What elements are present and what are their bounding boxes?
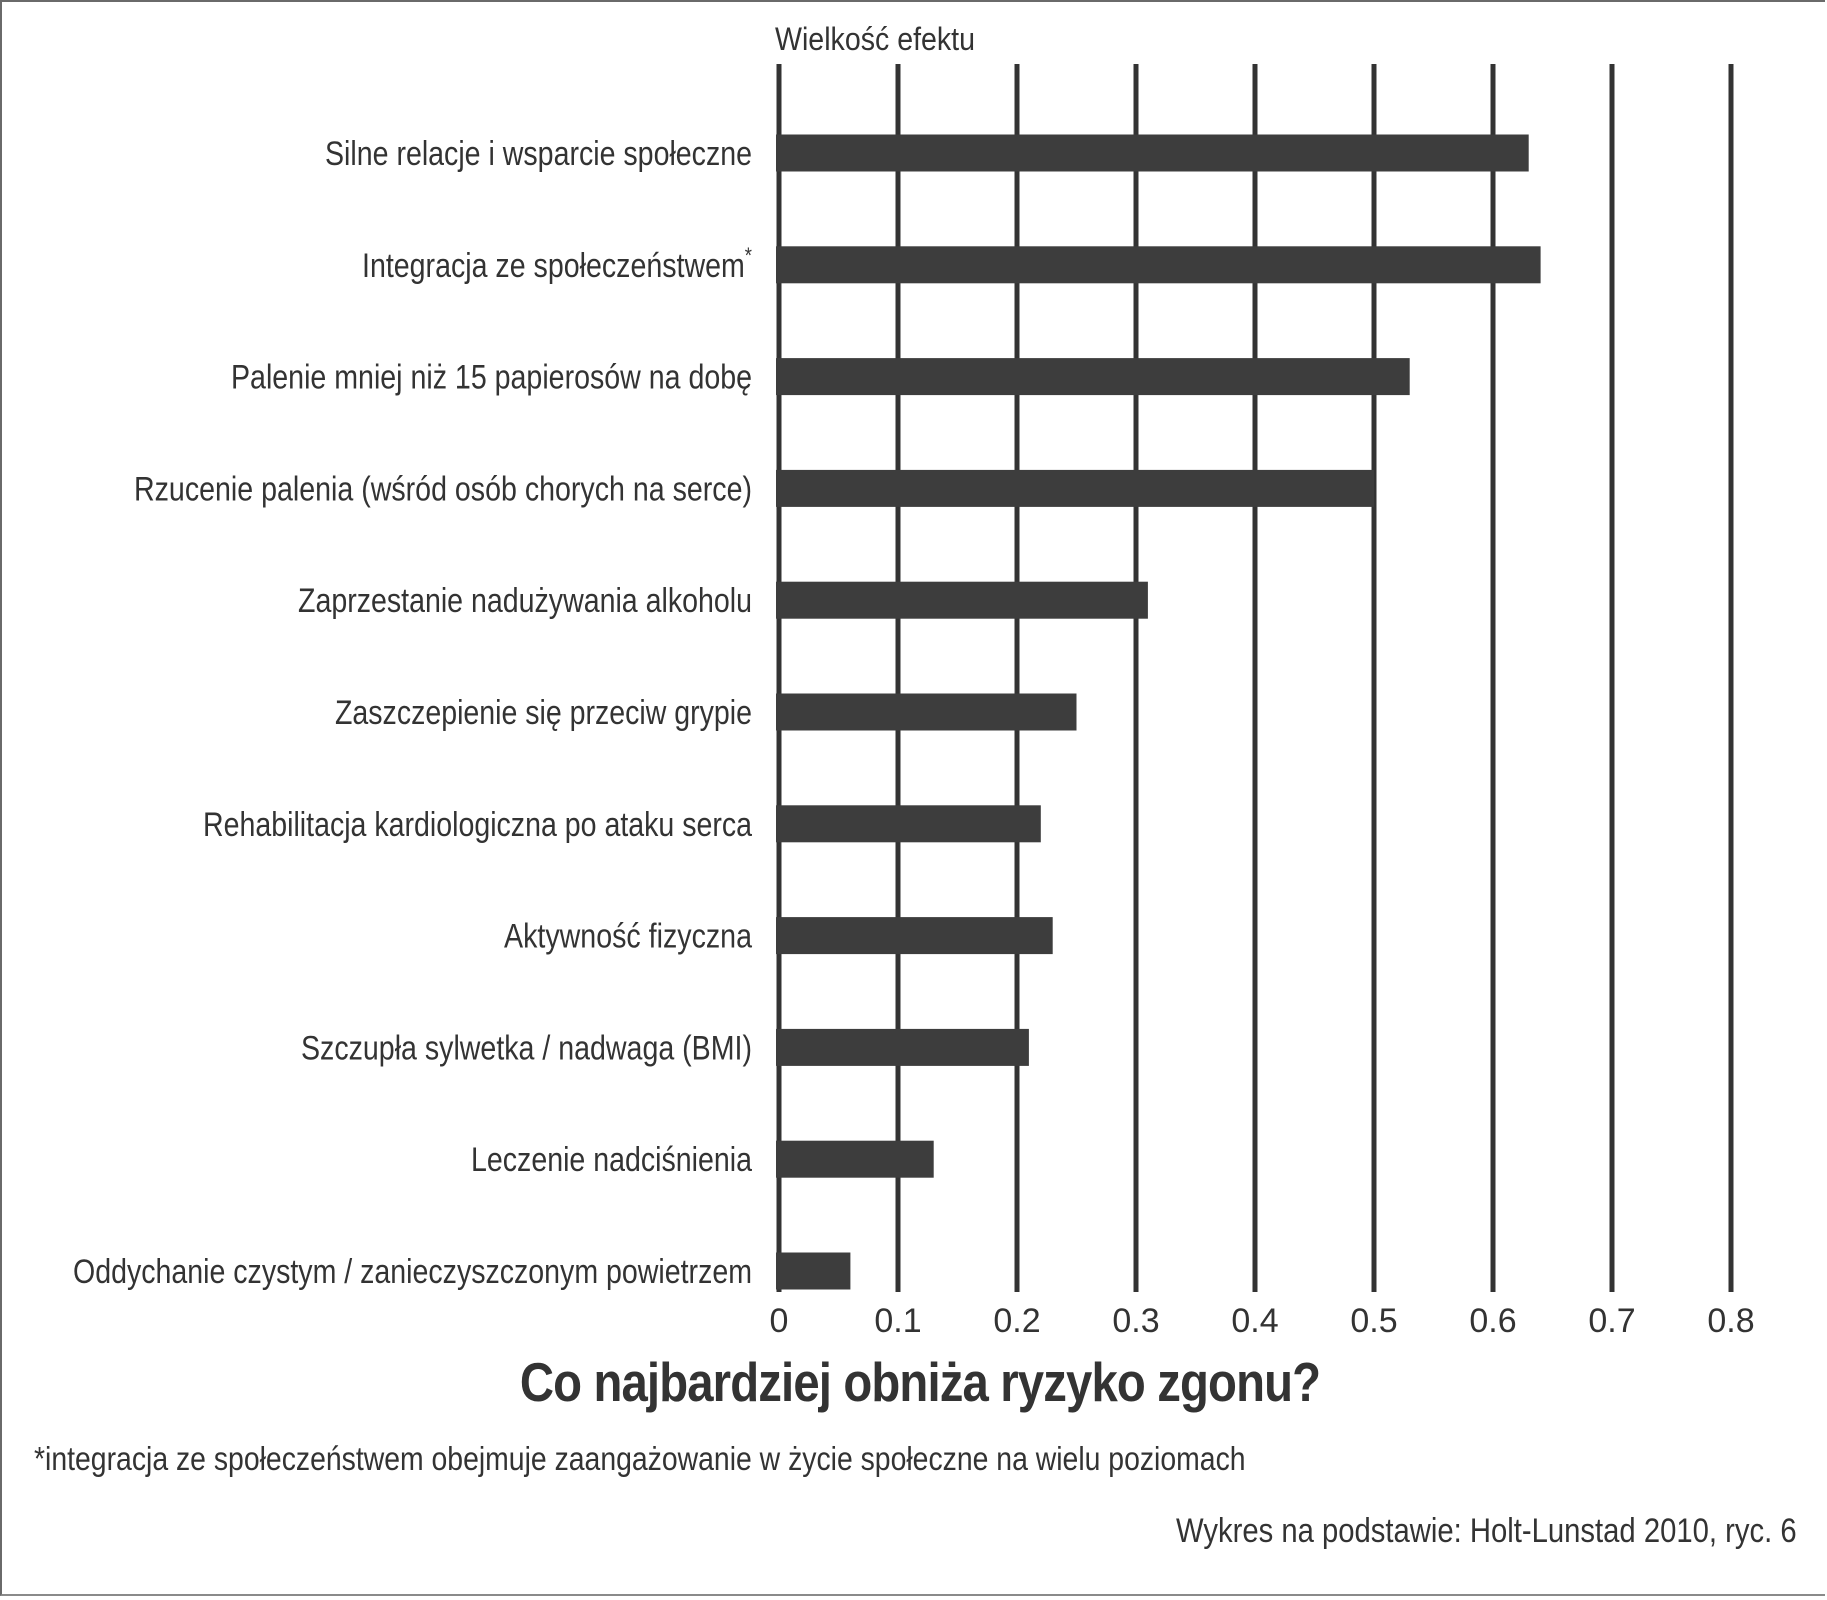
bar-chart: Wielkość efektu 0 0.1 0.2 0.3 0.4 0.5 0.6 0.7 0.8…	[73, 21, 1755, 1340]
category-label-text: Rehabilitacja kardiologiczna po ataku se…	[203, 806, 752, 844]
category-label: Szczupła sylwetka / nadwaga (BMI)	[301, 1029, 752, 1067]
category-label-text: Szczupła sylwetka / nadwaga (BMI)	[301, 1029, 752, 1067]
category-label: Rehabilitacja kardiologiczna po ataku se…	[203, 806, 752, 844]
footnote: *integracja ze społeczeństwem obejmuje z…	[34, 1440, 1246, 1477]
category-label-text: Palenie mniej niż 15 papierosów na dobę	[231, 359, 752, 397]
category-label: Zaszczepienie się przeciw grypie	[335, 694, 752, 732]
category-label-text: Integracja ze społeczeństwem	[362, 247, 745, 285]
bar	[776, 1252, 851, 1290]
x-tick-label: 0.2	[993, 1302, 1040, 1340]
bar	[776, 1028, 1029, 1066]
x-tick-label: 0.3	[1112, 1302, 1159, 1340]
category-label-text: Aktywność fizyczna	[504, 918, 752, 956]
bar	[776, 134, 1529, 172]
category-label: Integracja ze społeczeństwem*	[362, 243, 752, 285]
x-axis-label: Wielkość efektu	[775, 21, 975, 57]
category-label: Silne relacje i wsparcie społeczne	[325, 135, 752, 173]
category-label: Rzucenie palenia (wśród osób chorych na …	[134, 470, 752, 508]
category-label: Aktywność fizyczna	[504, 918, 752, 956]
category-label: Leczenie nadciśnienia	[471, 1141, 752, 1179]
category-label-text: Zaszczepienie się przeciw grypie	[335, 694, 752, 732]
bar	[776, 917, 1053, 955]
x-tick-label: 0.7	[1588, 1302, 1635, 1340]
x-tick-label: 0.1	[874, 1302, 921, 1340]
x-tick-label: 0.8	[1707, 1302, 1754, 1340]
bar	[776, 246, 1541, 284]
footnote-marker: *	[745, 243, 753, 268]
bar	[776, 805, 1041, 843]
category-label: Zaprzestanie nadużywania alkoholu	[298, 582, 752, 620]
bar	[776, 581, 1148, 619]
x-tick-label: 0	[770, 1302, 789, 1340]
category-label-text: Silne relacje i wsparcie społeczne	[325, 135, 752, 173]
category-label: Palenie mniej niż 15 papierosów na dobę	[231, 359, 752, 397]
category-label-text: Oddychanie czystym / zanieczyszczonym po…	[73, 1253, 752, 1291]
bar	[776, 1140, 934, 1178]
category-label-text: Zaprzestanie nadużywania alkoholu	[298, 582, 752, 620]
source-note: Wykres na podstawie: Holt-Lunstad 2010, …	[1176, 1512, 1797, 1550]
category-label-text: Leczenie nadciśnienia	[471, 1141, 752, 1179]
category-label: Oddychanie czystym / zanieczyszczonym po…	[73, 1253, 752, 1291]
category-label-text: Rzucenie palenia (wśród osób chorych na …	[134, 470, 752, 508]
bar	[776, 469, 1374, 507]
chart-title: Co najbardziej obniża ryzyko zgonu?	[519, 1351, 1321, 1413]
x-tick-label: 0.5	[1350, 1302, 1397, 1340]
bar	[776, 358, 1410, 396]
x-tick-label: 0.6	[1469, 1302, 1516, 1340]
bar	[776, 693, 1077, 731]
x-tick-label: 0.4	[1231, 1302, 1278, 1340]
